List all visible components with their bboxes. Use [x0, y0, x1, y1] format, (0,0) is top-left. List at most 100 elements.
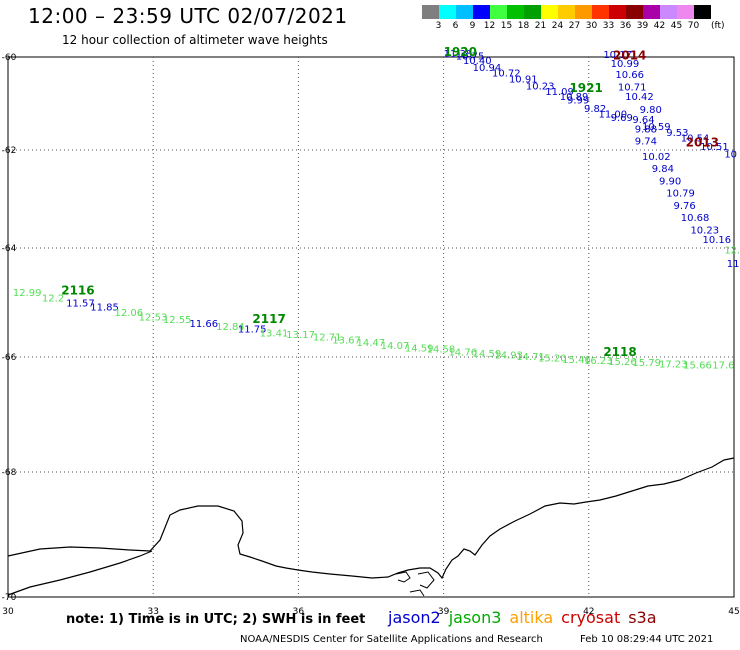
map-frame — [7, 56, 735, 598]
map-title: 12:00 – 23:59 UTC 02/07/2021 — [28, 4, 348, 28]
wave-height-value: 9.69 — [611, 113, 633, 124]
color-scale-tick: 45 — [670, 21, 683, 31]
color-swatch — [677, 5, 694, 19]
wave-height-value: 15.46 — [562, 355, 591, 366]
longitude-label: 33 — [147, 607, 158, 617]
wave-height-value: 10.17 — [603, 50, 632, 61]
wave-height-value: 9.88 — [635, 124, 657, 135]
wave-height-value: 10.16 — [703, 235, 732, 246]
color-scale-tick: 15 — [500, 21, 513, 31]
wave-height-value: 13.17 — [286, 330, 315, 341]
wave-height-value: 9.90 — [659, 176, 681, 187]
generated-timestamp: Feb 10 08:29:44 UTC 2021 — [580, 634, 714, 645]
color-scale-tick: 9 — [469, 21, 476, 31]
color-scale-tick: 33 — [602, 21, 615, 31]
satellite-legend: jason2 jason3 altika cryosat s3a — [388, 608, 665, 627]
wave-height-value: 10.02 — [642, 152, 671, 163]
color-swatch — [643, 5, 660, 19]
wave-height-value: 13.41 — [260, 328, 289, 339]
wave-height-value: 10.40 — [463, 56, 492, 67]
island-outline — [395, 571, 411, 583]
wave-height-value: 13.67 — [332, 335, 361, 346]
wave-height-value: 14.47 — [356, 338, 385, 349]
wave-height-value: 12.71 — [313, 333, 342, 344]
wave-height-value: 15.79 — [632, 358, 661, 369]
coastline-path — [7, 457, 735, 580]
wave-height-value: 10.89 — [560, 92, 589, 103]
longitude-label: 30 — [2, 607, 14, 617]
wave-height-value: 15.26 — [608, 357, 637, 368]
longitude-label: 45 — [728, 607, 739, 617]
wave-height-value: 10.66 — [615, 70, 644, 81]
map-grid — [7, 56, 735, 598]
wave-height-value: 10.94 — [473, 63, 502, 74]
color-scale-bar — [422, 5, 711, 19]
wave-height-value: 12.84 — [216, 322, 245, 333]
pass-time-label: 2116 — [61, 283, 94, 297]
wave-height-value: 10.72 — [492, 69, 521, 80]
latitude-label: -68 — [2, 468, 17, 478]
wave-height-value: 10.91 — [509, 75, 538, 86]
satellite-s3a: s3a — [628, 608, 657, 627]
wave-height-value: 10.68 — [681, 213, 710, 224]
color-scale-tick: 42 — [653, 21, 666, 31]
wave-height-value: 11.75 — [238, 324, 267, 335]
color-scale-tick: 3 — [435, 21, 442, 31]
color-swatch — [473, 5, 490, 19]
wave-height-value: 10.71 — [618, 82, 647, 93]
wave-height-value: 9.53 — [666, 128, 688, 139]
wave-height-value: 11.38 — [444, 49, 473, 60]
wave-height-value: 12.0 — [724, 245, 740, 256]
wave-height-value: 15.66 — [683, 361, 712, 372]
island-outline — [417, 571, 435, 589]
coastline-path — [7, 550, 153, 596]
wave-height-value: 11 — [727, 259, 740, 270]
color-scale-tick: 21 — [534, 21, 547, 31]
wave-height-value: 10.51 — [700, 142, 729, 153]
wave-height-value: 14.07 — [381, 341, 410, 352]
satellite-jason2: jason2 — [388, 608, 441, 627]
wave-height-value: 10.79 — [666, 189, 695, 200]
color-swatch — [490, 5, 507, 19]
pass-time-label: 2013 — [686, 135, 719, 149]
color-swatch — [609, 5, 626, 19]
antarctic-coastline — [7, 457, 735, 597]
longitude-label: 36 — [293, 607, 305, 617]
color-swatch — [626, 5, 643, 19]
wave-height-value: 12.2 — [42, 293, 64, 304]
pass-time-label: 1920 — [444, 45, 477, 59]
satellite-jason3: jason3 — [448, 608, 502, 627]
wave-height-value: 9.76 — [674, 201, 696, 212]
wave-height-value: 14.59 — [405, 344, 434, 355]
pass-time-label: 2118 — [603, 345, 636, 359]
pass-time-labels: 1920 1921 2014 2013 2116 2117 2118 — [61, 45, 719, 359]
wave-height-value: 11.00 — [598, 109, 627, 120]
longitude-label: 42 — [583, 607, 594, 617]
satellite-cryosat: cryosat — [561, 608, 621, 627]
map-subtitle: 12 hour collection of altimeter wave hei… — [62, 33, 328, 47]
footnote: note: 1) Time is in UTC; 2) SWH is in fe… — [66, 612, 366, 627]
latitude-label: -64 — [2, 244, 17, 254]
wave-height-value: 11.57 — [66, 298, 95, 309]
color-scale-tick: 12 — [483, 21, 496, 31]
color-scale-tick: 39 — [636, 21, 649, 31]
wave-height-value: 11.66 — [190, 319, 219, 330]
color-swatch — [507, 5, 524, 19]
color-swatch — [660, 5, 677, 19]
wave-height-value: 10.59 — [642, 122, 671, 133]
color-swatch — [592, 5, 609, 19]
color-scale-tick: 27 — [568, 21, 581, 31]
wave-height-value: 12.55 — [163, 315, 192, 326]
wave-height-value: 9.82 — [584, 104, 606, 115]
wave-height-value: 16.23 — [584, 356, 613, 367]
wave-height-value: 10.99 — [611, 59, 640, 70]
wave-height-value: 9.99 — [567, 96, 589, 107]
wave-height-value: 10.23 — [690, 225, 719, 236]
color-swatch — [575, 5, 592, 19]
latitude-label: -60 — [2, 53, 17, 63]
color-scale-ticks: 3 6 9 12 15 18 21 24 27 30 33 36 39 42 45 70 — [422, 21, 702, 33]
color-scale-tick: 18 — [517, 21, 530, 31]
wave-height-value: 10 — [724, 149, 737, 160]
satellite-altika: altika — [509, 608, 554, 627]
